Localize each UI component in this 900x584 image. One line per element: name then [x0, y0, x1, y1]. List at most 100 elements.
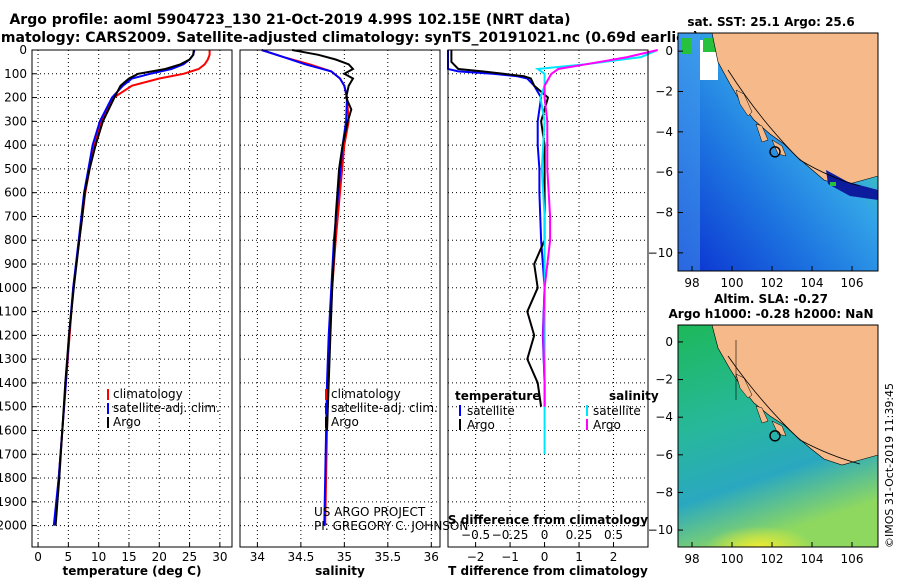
ytick-label-9: 900: [4, 257, 27, 271]
panel-salinity: 34 34.5 35 35.5 36 salinity climatologysatelli…: [239, 49, 441, 578]
legend-label-salinity-0: climatology: [331, 387, 401, 401]
series-salinity-0: [261, 49, 350, 526]
map-sst-ytick-label-1: −2: [655, 84, 673, 98]
ytick-label-10: 1000: [0, 281, 27, 295]
sst-map-axes: 98 100 102 104 106 0 −2 −4 −6 −8 −10: [648, 44, 864, 290]
map-sla-xtick-label-1: 100: [721, 552, 744, 566]
xlabel-s-difference: S difference from climatology: [448, 513, 648, 527]
sla-contour: [727, 355, 861, 465]
sst-island-2: [755, 123, 769, 143]
legend-label-temperature-1: satellite-adj. clim.: [113, 401, 220, 415]
sla-map: [678, 325, 878, 547]
s-xtick-label-1: −0.25: [492, 528, 529, 542]
sla-map-title-2: Argo h1000: -0.28 h2000: NaN: [668, 307, 873, 321]
project-label: US ARGO PROJECT: [314, 505, 426, 519]
map-sst-xtick-label-3: 104: [801, 276, 824, 290]
series-salinity-2: [292, 49, 355, 431]
legend-t-label-1: Argo: [467, 418, 495, 432]
series-difference-3: [542, 49, 658, 407]
ytick-label-13: 1300: [0, 352, 27, 366]
sst-map-frame: [677, 32, 879, 272]
ytick-label-4: 400: [4, 138, 27, 152]
xtick-label-difference-1: −1: [501, 550, 519, 564]
xtick-label-salinity-2: 35: [337, 550, 352, 564]
legend-title-temperature: temperature: [455, 389, 540, 403]
sst-west-band: [678, 33, 700, 271]
sst-map: [678, 33, 878, 271]
map-sst-xtick-label-2: 102: [761, 276, 784, 290]
legend-t-label-0: satellite: [467, 404, 515, 418]
map-sst-ytick-label-3: −6: [655, 165, 673, 179]
legend-label-salinity-1: satellite-adj. clim.: [331, 401, 438, 415]
sst-float-marker: [769, 146, 781, 158]
frame-difference: [447, 49, 649, 548]
title-line-1: Argo profile: aoml 5904723_130 21-Oct-20…: [9, 12, 570, 28]
series-difference-1: [450, 50, 550, 407]
s-xtick-label-2: 0: [541, 528, 549, 542]
map-sla-xtick-label-2: 102: [761, 552, 784, 566]
map-sst-ytick-label-2: −4: [655, 125, 673, 139]
ytick-label-14: 1400: [0, 376, 27, 390]
xtick-label-salinity-0: 34: [250, 550, 265, 564]
xtick-label-salinity-1: 34.5: [288, 550, 315, 564]
panel-difference: −2 −1 0 1 2T difference from climatology S di…: [447, 49, 659, 578]
map-sla-ytick-label-5: −10: [648, 523, 673, 537]
s-xtick-label-0: −0.5: [461, 528, 490, 542]
sst-map-title: sat. SST: 25.1 Argo: 25.6: [687, 15, 854, 29]
map-sla-ytick-label-3: −6: [655, 448, 673, 462]
ytick-label-0: 0: [19, 43, 27, 57]
map-sla-ytick-label-0: 0: [665, 335, 673, 349]
legend-label-temperature-0: climatology: [113, 387, 183, 401]
xtick-label-salinity-4: 36: [424, 550, 439, 564]
map-sla-xtick-label-0: 98: [684, 552, 699, 566]
xtick-label-difference-4: 2: [610, 550, 618, 564]
ytick-label-8: 800: [4, 233, 27, 247]
map-sst-xtick-label-0: 98: [684, 276, 699, 290]
sla-float-marker: [769, 430, 781, 442]
ytick-label-16: 1600: [0, 423, 27, 437]
xlabel-salinity: salinity: [315, 564, 365, 578]
legend-s-label-1: Argo: [593, 418, 621, 432]
xtick-label-difference-2: 0: [541, 550, 549, 564]
xtick-label-temperature-1: 5: [65, 550, 73, 564]
legend-label-salinity-2: Argo: [331, 415, 359, 429]
xtick-label-temperature-3: 15: [121, 550, 136, 564]
map-sst-xtick-label-4: 106: [841, 276, 864, 290]
sst-island-1: [735, 89, 753, 117]
legend-label-temperature-2: Argo: [113, 415, 141, 429]
map-sla-ytick-label-2: −4: [655, 410, 673, 424]
ytick-label-11: 1100: [0, 305, 27, 319]
ytick-label-17: 1700: [0, 447, 27, 461]
ytick-label-6: 600: [4, 186, 27, 200]
sst-strait-patch: [830, 182, 836, 186]
sla-map-title-1: Altim. SLA: -0.27: [714, 292, 828, 306]
series-difference-0: [447, 50, 546, 407]
xtick-label-temperature-6: 30: [212, 550, 227, 564]
ytick-label-19: 1900: [0, 495, 27, 509]
s-xtick-label-4: 0.5: [604, 528, 623, 542]
xlabel-temperature: temperature (deg C): [63, 564, 202, 578]
xtick-label-difference-0: −2: [467, 550, 485, 564]
map-sst-ytick-label-5: −10: [648, 246, 673, 260]
series-temperature-2: [54, 49, 195, 526]
map-sst-xtick-label-1: 100: [721, 276, 744, 290]
xtick-label-temperature-4: 20: [152, 550, 167, 564]
xtick-label-temperature-5: 25: [182, 550, 197, 564]
map-sla-xtick-label-3: 104: [801, 552, 824, 566]
xtick-label-difference-3: 1: [575, 550, 583, 564]
panel-temperature: 0100200300400500600700800900100011001200…: [0, 43, 233, 578]
title-line-2: Climatology: CARS2009. Satellite-adjuste…: [0, 30, 699, 46]
ytick-label-18: 1800: [0, 471, 27, 485]
map-sst-ytick-label-0: 0: [665, 44, 673, 58]
frame-temperature: [31, 49, 233, 548]
sla-island-3: [771, 420, 787, 437]
xlabel-difference: T difference from climatology: [448, 564, 648, 578]
sst-coastal-cool: [826, 170, 878, 200]
map-sla-ytick-label-1: −2: [655, 373, 673, 387]
xtick-label-temperature-0: 0: [34, 550, 42, 564]
xtick-label-salinity-3: 35.5: [374, 550, 401, 564]
sla-high-anomaly: [705, 526, 815, 547]
ytick-label-20: 2000: [0, 519, 27, 533]
ytick-label-3: 300: [4, 114, 27, 128]
